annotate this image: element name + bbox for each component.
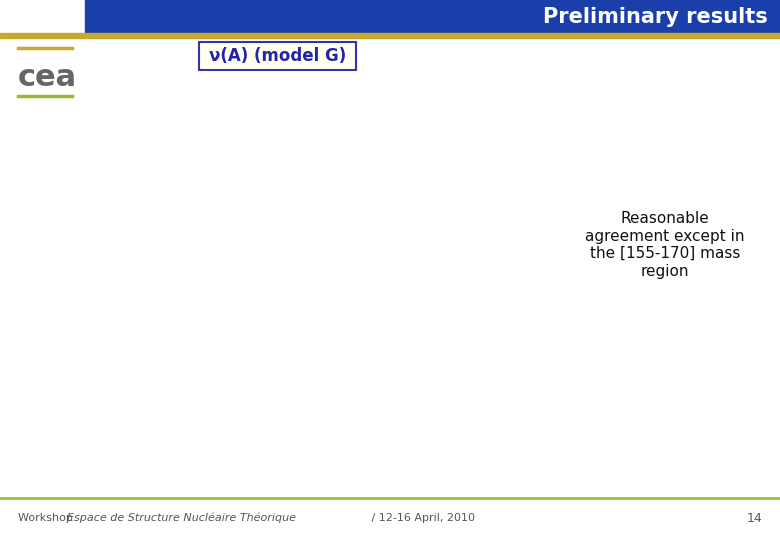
FancyBboxPatch shape [199,42,356,70]
Bar [0,33,780,38]
Text: Workshop: Workshop [18,513,76,523]
Text: cea: cea [18,64,77,92]
Text: Preliminary results: Preliminary results [543,7,768,27]
Text: 14: 14 [746,511,762,524]
Text: / 12-16 April, 2010: / 12-16 April, 2010 [368,513,475,523]
Text: Reasonable
agreement except in
the [155-170] mass
region: Reasonable agreement except in the [155-… [585,211,745,279]
Bar [85,0,780,33]
Text: Espace de Structure Nucléaire Théorique: Espace de Structure Nucléaire Théorique [67,513,296,523]
Text: ν(A) (model G): ν(A) (model G) [209,47,346,65]
